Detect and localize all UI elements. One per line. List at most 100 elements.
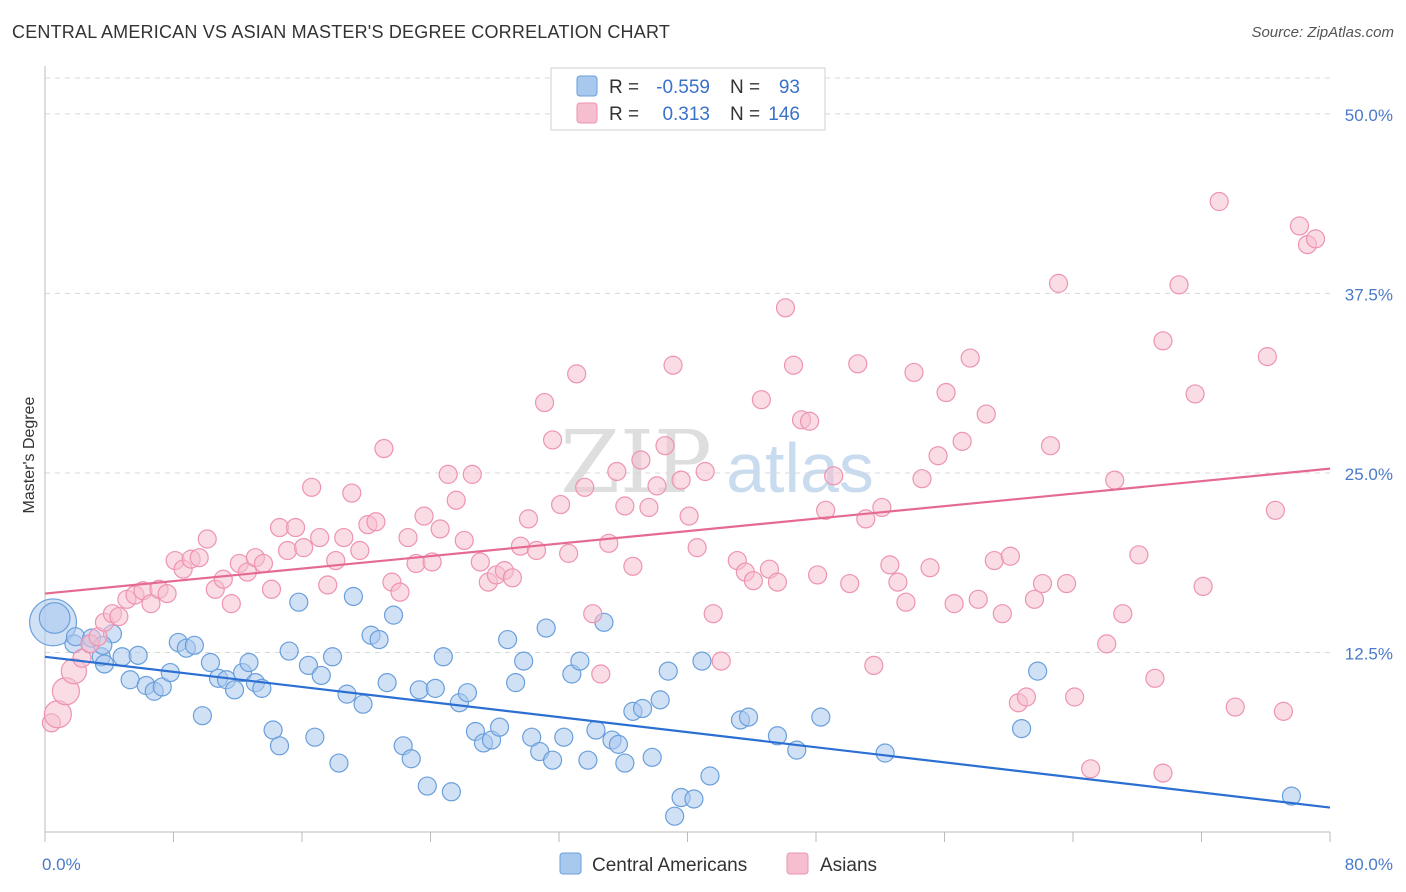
point-asian	[936, 382, 956, 403]
point-asian	[342, 483, 362, 503]
point-asian	[695, 461, 715, 482]
point-central-american	[542, 750, 563, 770]
point-asian	[350, 540, 370, 561]
point-central-american	[1281, 786, 1302, 806]
point-asian	[767, 572, 788, 592]
point-central-american	[184, 635, 204, 655]
point-central-american	[498, 629, 518, 650]
point-asian	[920, 558, 940, 578]
point-central-american	[506, 673, 526, 693]
point-asian	[414, 506, 434, 526]
point-asian	[1153, 763, 1173, 783]
point-asian	[743, 571, 763, 591]
point-central-american	[311, 665, 331, 686]
point-asian	[438, 464, 458, 484]
trend-lines	[44, 467, 1331, 809]
point-central-american	[578, 750, 598, 770]
watermark-atlas: atlas	[726, 429, 874, 507]
point-asian	[880, 555, 900, 575]
point-central-american	[514, 651, 534, 671]
point-asian	[1145, 668, 1165, 688]
point-central-american	[738, 707, 759, 727]
point-central-american	[658, 661, 678, 681]
point-asian	[775, 298, 796, 318]
point-asian	[591, 664, 611, 684]
bottom-legend-label-central-americans: Central Americans	[592, 855, 747, 876]
point-central-american	[1011, 718, 1032, 739]
point-asian	[888, 572, 908, 592]
point-asian	[261, 579, 282, 599]
point-central-american	[401, 749, 421, 769]
point-asian	[366, 512, 386, 532]
point-asian	[1016, 687, 1037, 707]
legend-r-value-2: 0.313	[662, 104, 710, 125]
point-asian	[318, 575, 338, 595]
legend-r-label-2: R =	[609, 104, 639, 125]
point-central-american	[811, 707, 831, 727]
point-asian	[599, 533, 619, 553]
point-central-american	[586, 720, 606, 740]
point-central-american	[522, 727, 542, 747]
point-central-american	[239, 652, 259, 673]
point-central-american	[570, 651, 590, 671]
trend-line-central-americans	[44, 655, 1331, 809]
point-central-american	[425, 678, 445, 698]
point-asian	[157, 583, 177, 604]
trend-line-asians	[44, 467, 1331, 595]
point-central-american	[536, 618, 556, 638]
point-asian	[189, 548, 209, 568]
point-central-american	[329, 753, 349, 773]
point-asian	[470, 552, 490, 572]
point-central-american	[457, 683, 478, 703]
bottom-legend-label-asians: Asians	[820, 855, 877, 876]
point-asian	[816, 500, 836, 520]
point-central-american	[298, 655, 319, 676]
point-asian	[647, 476, 667, 496]
legend-r-label-1: R =	[609, 77, 639, 98]
point-asian	[984, 550, 1004, 571]
point-asian	[141, 594, 161, 614]
point-asian	[703, 604, 723, 624]
point-asian	[1081, 759, 1101, 779]
point-asian	[631, 450, 651, 470]
point-asian	[277, 540, 298, 561]
y-tick-label: 25.0%	[1345, 465, 1393, 484]
point-central-american	[615, 753, 635, 773]
point-asian	[848, 354, 868, 374]
point-asian	[454, 530, 474, 551]
point-central-american	[632, 698, 653, 719]
y-axis-title: Master's Degree	[21, 396, 38, 513]
point-central-american	[608, 734, 629, 754]
y-tick-label: 50.0%	[1345, 106, 1393, 125]
point-asian	[1193, 576, 1213, 597]
point-asian	[334, 527, 354, 548]
point-asian	[1097, 634, 1117, 654]
legend-swatch-blue	[576, 75, 598, 97]
y-tick-label: 12.5%	[1345, 644, 1393, 663]
point-asian	[687, 538, 707, 558]
point-central-american	[875, 743, 895, 763]
point-central-american	[289, 592, 309, 612]
point-central-american	[192, 706, 213, 726]
point-asian	[1289, 216, 1310, 236]
point-central-american	[343, 586, 363, 607]
series-central-americans	[29, 586, 1302, 826]
point-asian	[294, 538, 314, 558]
point-asian	[952, 431, 972, 451]
point-central-american	[441, 782, 461, 802]
point-central-american	[700, 766, 720, 786]
point-asian	[213, 569, 233, 589]
point-asian	[1225, 697, 1245, 717]
point-asian	[462, 464, 482, 484]
point-asian	[197, 529, 217, 549]
point-asian	[583, 604, 603, 624]
point-central-american	[650, 690, 670, 710]
point-central-american	[1028, 661, 1048, 681]
point-asian	[1265, 500, 1285, 520]
point-asian	[1273, 701, 1294, 721]
bottom-legend-swatch-blue	[559, 852, 582, 875]
point-asian	[109, 606, 129, 627]
point-asian	[607, 461, 627, 482]
y-tick-labels: 12.5% 25.0% 37.5% 50.0%	[1345, 106, 1393, 664]
